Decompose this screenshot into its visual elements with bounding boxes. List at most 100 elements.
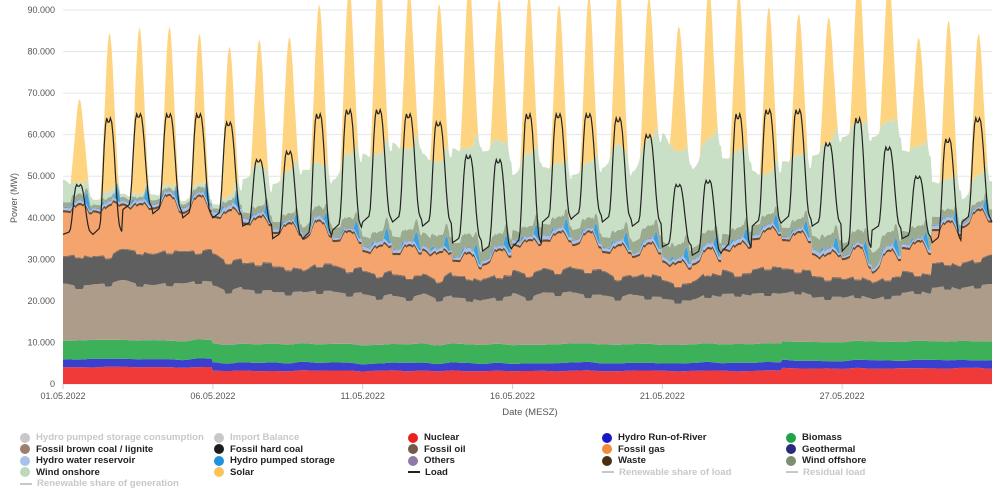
legend-row: Hydro pumped storage consumption Import B… <box>20 432 980 444</box>
x-tick-label: 16.05.2022 <box>490 391 535 401</box>
legend-spacer <box>214 478 408 490</box>
y-tick-label: 60.000 <box>27 130 55 140</box>
area-hydro-run-of-river <box>63 358 992 372</box>
legend-label: Solar <box>230 466 254 478</box>
legend-label: Wind onshore <box>36 466 100 478</box>
legend-dot-marker <box>20 455 30 466</box>
y-tick-label: 90.000 <box>27 5 55 15</box>
x-tick-label: 21.05.2022 <box>640 391 685 401</box>
legend-dot-marker <box>20 467 30 478</box>
legend-label: Biomass <box>802 432 842 444</box>
y-axis-label: Power (MW) <box>9 173 19 223</box>
legend-line-marker <box>408 471 420 474</box>
legend-item-hydro-run-of-river[interactable]: Hydro Run-of-River <box>602 432 786 444</box>
y-tick-label: 10.000 <box>27 337 55 347</box>
legend-spacer <box>602 478 786 490</box>
legend-item-biomass[interactable]: Biomass <box>786 432 980 444</box>
legend-dot-marker <box>214 467 224 478</box>
legend-item-hydro-pumped-storage[interactable]: Hydro pumped storage <box>214 455 408 467</box>
y-tick-labels: 0 10.000 20.000 30.000 40.000 50.000 60.000 70.… <box>27 5 55 389</box>
legend-label: Nuclear <box>424 432 460 444</box>
legend-label: Renewable share of load <box>619 466 732 478</box>
legend-label: Fossil gas <box>618 443 665 455</box>
area-wind-onshore <box>63 117 992 253</box>
legend-label: Import Balance <box>230 432 300 444</box>
legend-item-import-balance[interactable]: Import Balance <box>214 432 408 444</box>
legend-item-load[interactable]: Load <box>408 467 602 479</box>
legend-dot-marker <box>786 432 796 443</box>
legend-label: Waste <box>618 455 646 467</box>
legend-label: Hydro pumped storage <box>230 455 336 467</box>
load-line <box>62 107 993 257</box>
y-tick-label: 20.000 <box>27 296 55 306</box>
legend-line-marker <box>786 471 798 474</box>
legend-line-marker <box>602 471 614 474</box>
legend-dot-marker <box>408 455 418 466</box>
legend-item-nuclear[interactable]: Nuclear <box>408 432 602 444</box>
legend-dot-marker <box>786 455 796 466</box>
legend-spacer <box>786 478 980 490</box>
legend-label: Hydro Run-of-River <box>618 432 707 444</box>
legend-item-wind-onshore[interactable]: Wind onshore <box>20 467 214 479</box>
legend-dot-marker <box>602 432 612 443</box>
y-tick-label: 40.000 <box>27 213 55 223</box>
legend-label: Geothermal <box>802 443 856 455</box>
y-tick-label: 80.000 <box>27 47 55 57</box>
legend-row: Hydro water reservoir Hydro pumped storag… <box>20 455 980 467</box>
y-tick-label: 70.000 <box>27 88 55 98</box>
legend-dot-marker <box>214 444 224 455</box>
legend-item-fossil-gas[interactable]: Fossil gas <box>602 444 786 456</box>
legend-item-fossil-oil[interactable]: Fossil oil <box>408 444 602 456</box>
legend-item-others[interactable]: Others <box>408 455 602 467</box>
legend-dot-marker <box>20 432 30 443</box>
legend-item-wind-offshore[interactable]: Wind offshore <box>786 455 980 467</box>
legend-dot-marker <box>602 444 612 455</box>
legend-item-hydro-water-reservoir[interactable]: Hydro water reservoir <box>20 455 214 467</box>
legend-item-fossil-hard-coal[interactable]: Fossil hard coal <box>214 444 408 456</box>
area-series-group <box>63 0 992 384</box>
legend-row: Wind onshore Solar Load Renewable share of … <box>20 467 980 479</box>
x-tick-labels: 01.05.2022 06.05.2022 11.05.2022 16.05.2022… <box>40 384 865 401</box>
legend-item-solar[interactable]: Solar <box>214 467 408 479</box>
y-tick-label: 0 <box>50 379 55 389</box>
legend-label: Others <box>424 455 455 467</box>
legend-label: Renewable share of generation <box>37 478 179 490</box>
legend-dot-marker <box>408 444 418 455</box>
legend-spacer <box>408 478 602 490</box>
legend-item-fossil-brown-coal-lignite[interactable]: Fossil brown coal / lignite <box>20 444 214 456</box>
area-biomass <box>63 339 992 365</box>
y-tick-label: 50.000 <box>27 171 55 181</box>
legend-line-marker <box>20 482 32 485</box>
legend-label: Residual load <box>803 466 866 478</box>
legend-item-waste[interactable]: Waste <box>602 455 786 467</box>
legend-label: Fossil brown coal / lignite <box>36 443 154 455</box>
legend-item-residual-load[interactable]: Residual load <box>786 467 980 479</box>
area-fossil-gas <box>63 195 992 287</box>
legend-dot-marker <box>408 432 418 443</box>
legend-dot-marker <box>20 444 30 455</box>
area-fossil-brown-coal-lignite <box>63 280 992 346</box>
x-tick-label: 27.05.2022 <box>820 391 865 401</box>
legend-dot-marker <box>786 444 796 455</box>
legend-row: Fossil brown coal / lignite Fossil hard c… <box>20 444 980 456</box>
legend-label: Hydro water reservoir <box>36 455 136 467</box>
legend-label: Fossil oil <box>424 443 466 455</box>
legend-dot-marker <box>214 432 224 443</box>
legend-item-hydro-pumped-storage-consumption[interactable]: Hydro pumped storage consumption <box>20 432 214 444</box>
legend-item-renewable-share-of-load[interactable]: Renewable share of load <box>602 467 786 479</box>
stacked-area-chart: 0 10.000 20.000 30.000 40.000 50.000 60.000 70.… <box>9 0 993 418</box>
legend-item-renewable-share-of-generation[interactable]: Renewable share of generation <box>20 478 214 490</box>
area-solar <box>63 0 992 205</box>
x-tick-label: 01.05.2022 <box>40 391 85 401</box>
area-nuclear <box>63 366 992 384</box>
x-axis-label: Date (MESZ) <box>502 407 557 418</box>
legend-label: Hydro pumped storage consumption <box>36 432 204 444</box>
legend-dot-marker <box>214 455 224 466</box>
legend-dot-marker <box>602 455 612 466</box>
y-tick-label: 30.000 <box>27 254 55 264</box>
legend-item-geothermal[interactable]: Geothermal <box>786 444 980 456</box>
legend-label: Fossil hard coal <box>230 443 304 455</box>
legend-row: Renewable share of generation <box>20 478 980 490</box>
legend-label: Wind offshore <box>802 455 867 467</box>
